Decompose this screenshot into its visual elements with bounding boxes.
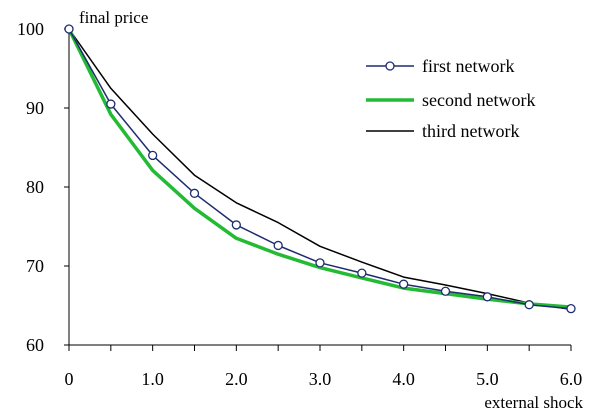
data-point (189, 188, 200, 198)
data-point (64, 24, 74, 34)
data-point (566, 304, 576, 314)
x-axis-title: external shock (484, 393, 583, 412)
y-tick-label: 90 (26, 98, 44, 118)
x-tick-label: 1.0 (141, 369, 164, 389)
data-point (357, 268, 367, 278)
legend-label-3: third network (422, 121, 519, 141)
data-point (399, 279, 409, 289)
legend: first network second network third network (366, 56, 535, 141)
y-tick-label: 80 (26, 177, 44, 197)
data-point (315, 258, 325, 268)
data-point (148, 150, 158, 161)
data-point (482, 292, 492, 302)
x-tick-label: 0 (65, 369, 74, 389)
x-tick-label: 5.0 (476, 369, 499, 389)
x-tick-label: 4.0 (392, 369, 415, 389)
y-tick-label: 60 (26, 335, 44, 355)
legend-label-2: second network (422, 90, 535, 110)
data-point (106, 99, 116, 109)
series-layer (64, 24, 576, 314)
legend-label-1: first network (422, 56, 514, 76)
data-point (273, 240, 283, 251)
data-point (231, 220, 241, 230)
y-tick-label: 100 (17, 19, 44, 39)
data-point (524, 300, 534, 310)
y-tick-label: 70 (26, 256, 44, 276)
data-point (440, 286, 451, 296)
x-tick-label: 3.0 (309, 369, 332, 389)
x-tick-label: 2.0 (225, 369, 248, 389)
y-axis-title: final price (79, 8, 148, 27)
x-tick-label: 6.0 (560, 369, 583, 389)
axes: 60 70 80 90 100 0 1.0 2.0 3.0 4.0 5.0 6.0 (17, 19, 582, 389)
legend-marker (385, 61, 395, 71)
